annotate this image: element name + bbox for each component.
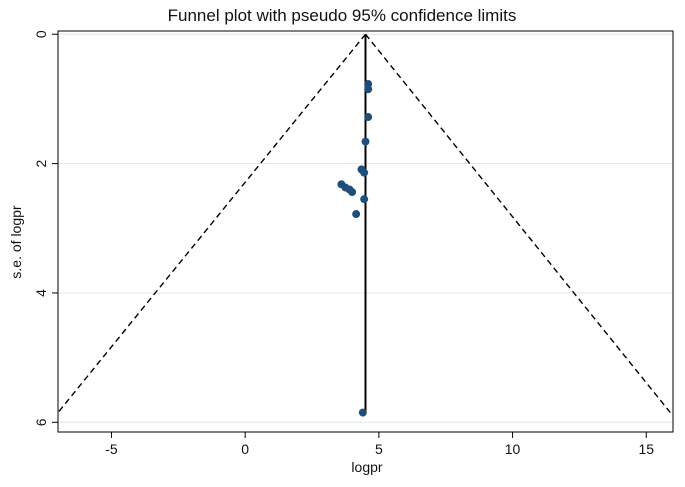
y-tick-label-0: 0 (33, 30, 49, 38)
data-point-12 (358, 408, 367, 417)
y-tick-label-3: 6 (33, 418, 49, 426)
x-axis-label: logpr (351, 459, 382, 475)
x-tick-label-2: 5 (375, 441, 383, 457)
x-tick-label-4: 15 (638, 441, 654, 457)
left-confidence-limit-line (57, 33, 367, 414)
data-point-1 (364, 85, 373, 94)
data-point-11 (352, 210, 361, 219)
x-tick-label-1: 0 (241, 441, 249, 457)
y-axis-label: s.e. of logpr (8, 205, 24, 278)
chart-title: Funnel plot with pseudo 95% confidence l… (168, 6, 517, 25)
axes-layer: -5 0 5 10 15 0 2 4 6 (33, 30, 654, 457)
y-tick-label-1: 2 (33, 159, 49, 167)
data-point-5 (360, 168, 369, 177)
data-point-10 (360, 195, 369, 204)
x-tick-label-3: 10 (505, 441, 521, 457)
data-points-layer (337, 80, 373, 417)
data-point-2 (364, 113, 373, 122)
data-point-9 (348, 188, 357, 197)
x-tick-label-0: -5 (105, 441, 118, 457)
right-confidence-limit-line (364, 33, 671, 414)
data-point-3 (361, 137, 370, 146)
y-tick-label-2: 4 (33, 289, 49, 297)
funnel-lines-layer (57, 33, 671, 414)
